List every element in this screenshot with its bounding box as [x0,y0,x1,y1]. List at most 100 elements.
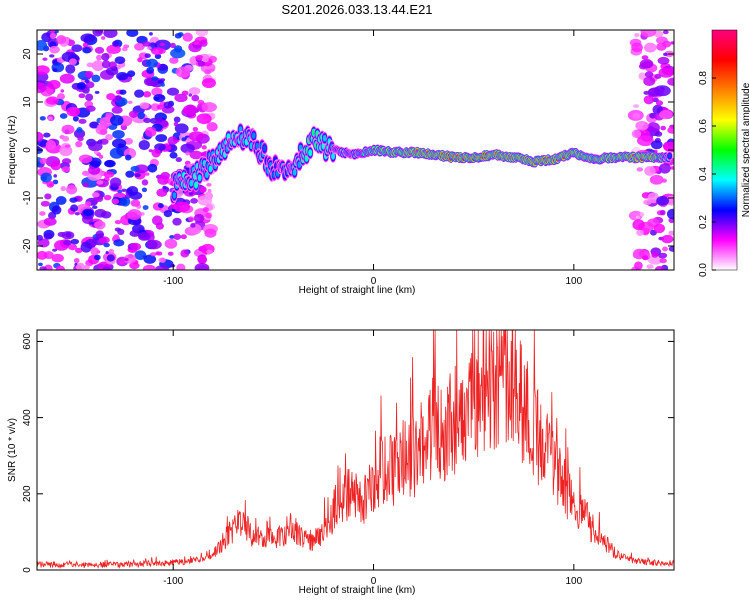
heatmap-noise-cell [94,254,101,261]
heatmap-noise-cell [88,165,101,175]
heatmap-noise-cell [114,227,122,232]
heatmap-noise-cell [62,135,70,142]
heatmap-noise-cell [667,126,674,134]
heatmap-noise-cell [56,35,67,45]
snr-ytick-label: 0 [22,567,33,573]
heatmap-noise-cell [49,54,55,58]
heatmap-noise-cell [90,247,100,256]
heatmap-noise-cell [74,211,80,216]
heatmap-noise-cell [111,138,127,149]
heatmap-noise-cell [654,131,663,137]
heatmap-noise-cell [639,212,645,217]
heatmap-noise-cell [65,231,72,238]
heatmap-noise-cell [39,266,47,270]
heatmap-noise-cell [207,188,212,193]
heatmap-noise-cell [653,223,665,234]
heatmap-noise-cell [635,120,649,131]
heatmap-noise-cell [101,60,111,69]
heatmap-noise-cell [144,126,157,138]
heatmap-noise-cell [96,180,104,185]
heatmap-noise-cell [59,113,68,119]
colorbar-label: Normalized spectral amplitude [741,82,750,217]
heatmap-noise-cell [80,33,96,43]
heatmap-noise-cell [99,128,108,135]
heatmap-noise-cell [190,197,198,204]
heatmap-noise-cell [51,205,62,215]
heatmap-noise-cell [201,102,217,113]
heatmap-noise-cell [134,173,141,178]
heatmap-noise-cell [636,229,644,236]
heatmap-noise-cell [91,74,101,83]
heatmap-noise-cell [662,40,672,48]
heatmap-noise-cell [114,95,122,101]
heatmap-noise-cell [71,44,83,52]
heatmap-ytick-label: 10 [22,96,33,108]
heatmap-noise-cell [82,182,90,188]
heatmap-noise-cell [108,61,117,69]
heatmap-noise-cell [197,60,206,67]
heatmap-noise-cell [188,216,195,222]
heatmap-noise-cell [91,192,100,198]
heatmap-noise-cell [61,124,75,135]
figure-title: S201.2026.033.13.44.E21 [281,2,432,17]
heatmap-noise-cell [134,89,145,98]
heatmap-noise-cell [167,251,174,256]
heatmap-noise-cell [111,106,123,114]
heatmap-noise-cell [111,198,120,205]
heatmap-noise-cell [142,205,149,210]
heatmap-noise-cell [658,67,674,78]
heatmap-noise-cell [174,32,182,39]
heatmap-noise-cell [129,191,143,200]
heatmap-noise-cell [146,46,152,50]
colorbar-bar [711,29,738,271]
heatmap-noise-cell [197,99,205,105]
heatmap-noise-cell [59,145,73,157]
heatmap-noise-cell [173,116,181,123]
heatmap-noise-cell [175,157,183,163]
heatmap-noise-cell [86,62,94,68]
heatmap-ridge-cell [208,165,213,173]
heatmap-ridge-cell [667,153,672,159]
heatmap-noise-cell [37,40,48,51]
heatmap-noise-cell [76,262,85,270]
heatmap-noise-cell [103,170,115,178]
heatmap-noise-cell [151,87,163,97]
heatmap-noise-cell [655,100,664,106]
heatmap-noise-cell [634,32,640,38]
heatmap-noise-cell [180,143,195,154]
heatmap-noise-cell [144,172,150,176]
heatmap-noise-cell [188,131,205,141]
heatmap-noise-cell [66,106,81,117]
heatmap-noise-cell [659,109,673,120]
heatmap-noise-cell [142,40,151,47]
heatmap-ridge-cell [204,171,209,179]
heatmap-noise-cell [65,64,76,74]
snr-xlabel: Height of straight line (km) [299,585,416,596]
heatmap-noise-cell [644,71,654,78]
heatmap-noise-cell [103,194,112,201]
heatmap-noise-cell [189,150,203,160]
heatmap-noise-cell [155,251,161,256]
heatmap-ridge-cell [189,180,194,187]
heatmap-noise-cell [106,44,121,55]
heatmap-noise-cell [192,126,199,132]
snr-ylabel: SNR (10 * v/v) [7,418,18,482]
heatmap-noise-cell [658,163,671,174]
heatmap-noise-cell [43,132,51,138]
heatmap-noise-cell [144,53,151,59]
heatmap-noise-cell [127,100,133,104]
heatmap-ridge-cell [331,153,335,160]
heatmap-noise-cell [670,41,674,45]
heatmap-noise-cell [151,76,159,81]
heatmap-noise-cell [659,209,666,216]
heatmap-noise-cell [56,93,65,100]
heatmap-noise-cell [174,123,189,134]
heatmap-noise-cell [130,242,142,251]
heatmap-noise-cell [127,70,136,77]
heatmap-noise-cell [119,196,131,207]
heatmap-noise-cell [173,201,191,213]
heatmap-noise-cell [121,188,127,192]
heatmap-noise-cell [88,141,103,152]
